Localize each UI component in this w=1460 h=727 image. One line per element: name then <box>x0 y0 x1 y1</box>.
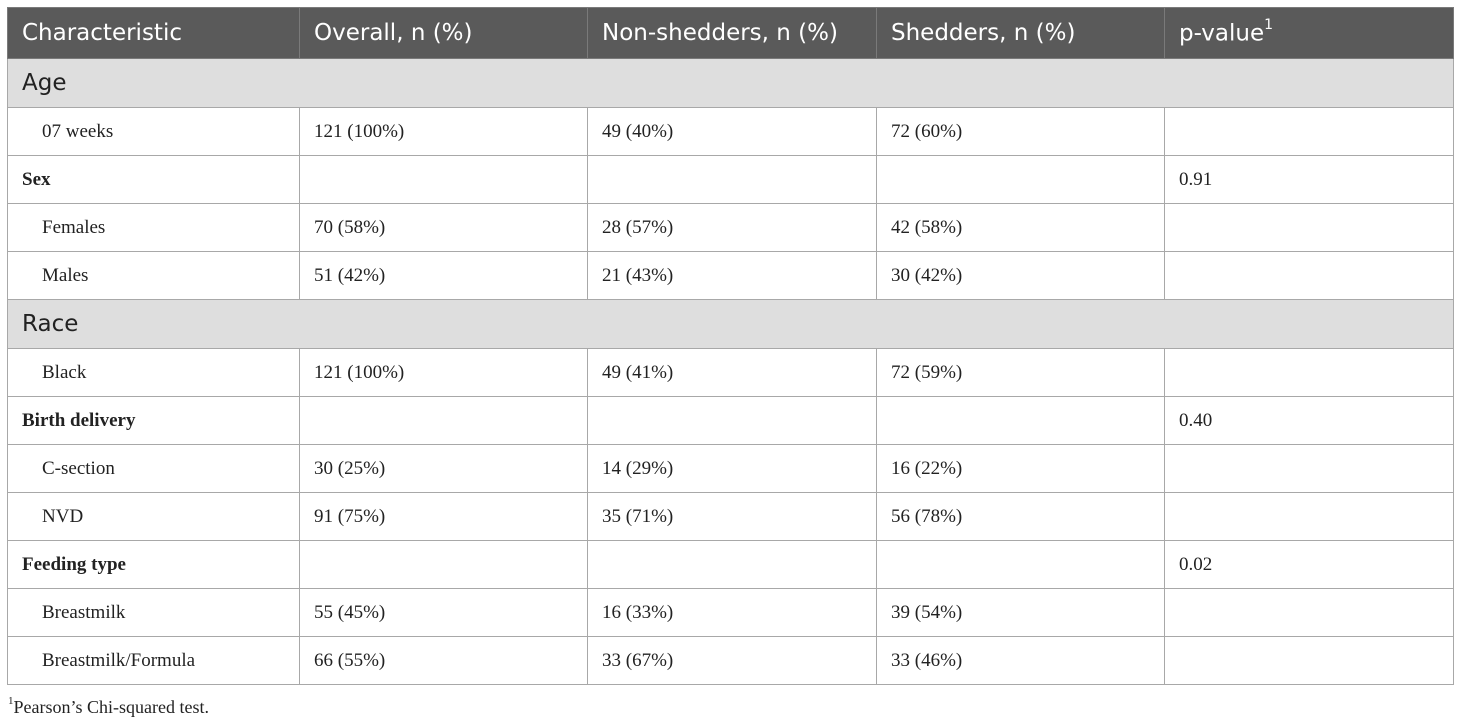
row-label-cell: NVD <box>7 492 300 541</box>
table-cell <box>1164 636 1454 685</box>
table-cell <box>587 540 877 589</box>
table-row: Feeding type 0.02 <box>7 540 1454 589</box>
table-cell: 49 (40%) <box>587 107 877 156</box>
table-cell <box>587 155 877 204</box>
group-header-cell: Age <box>7 58 1454 108</box>
column-header-non-shedders: Non-shedders, n (%) <box>587 7 877 59</box>
table-cell: 33 (67%) <box>587 636 877 685</box>
table-cell: 70 (58%) <box>299 203 588 252</box>
column-header-p-value: p-value1 <box>1164 7 1454 59</box>
table-cell: 14 (29%) <box>587 444 877 493</box>
group-header-cell: Race <box>7 299 1454 349</box>
table-row: Breastmilk 55 (45%) 16 (33%) 39 (54%) <box>7 588 1454 637</box>
table-cell: 0.40 <box>1164 396 1454 445</box>
table-cell <box>876 540 1165 589</box>
row-label-cell: Breastmilk <box>7 588 300 637</box>
table-cell <box>299 155 588 204</box>
table-cell: 72 (59%) <box>876 348 1165 397</box>
group-header-row: Race <box>7 299 1454 349</box>
table-body: Age 07 weeks 121 (100%) 49 (40%) 72 (60%) Sex… <box>7 58 1454 685</box>
table-row: Males 51 (42%) 21 (43%) 30 (42%) <box>7 251 1454 300</box>
table-cell: 16 (22%) <box>876 444 1165 493</box>
table-cell <box>299 396 588 445</box>
footnote-text: Pearson’s Chi-squared test. <box>13 697 209 717</box>
table-cell: 0.02 <box>1164 540 1454 589</box>
table-cell <box>299 540 588 589</box>
row-label-cell: 07 weeks <box>7 107 300 156</box>
column-header-characteristic: Characteristic <box>7 7 300 59</box>
row-label-cell: Females <box>7 203 300 252</box>
row-label-cell: Birth delivery <box>7 396 300 445</box>
table-cell: 30 (42%) <box>876 251 1165 300</box>
table-cell <box>1164 251 1454 300</box>
table-cell: 0.91 <box>1164 155 1454 204</box>
characteristics-table: Characteristic Overall, n (%) Non-shedde… <box>7 7 1454 685</box>
table-cell: 121 (100%) <box>299 107 588 156</box>
table-cell <box>876 396 1165 445</box>
table-row: NVD 91 (75%) 35 (71%) 56 (78%) <box>7 492 1454 541</box>
footnote-marker: 1 <box>1264 16 1274 33</box>
table-row: C-section 30 (25%) 14 (29%) 16 (22%) <box>7 444 1454 493</box>
p-value-label: p-value <box>1179 20 1265 47</box>
row-label-cell: C-section <box>7 444 300 493</box>
table-cell: 30 (25%) <box>299 444 588 493</box>
table-cell <box>1164 444 1454 493</box>
table-container: Characteristic Overall, n (%) Non-shedde… <box>7 7 1454 685</box>
row-label-cell: Feeding type <box>7 540 300 589</box>
table-header-row: Characteristic Overall, n (%) Non-shedde… <box>7 7 1454 59</box>
table-cell: 35 (71%) <box>587 492 877 541</box>
row-label-cell: Sex <box>7 155 300 204</box>
table-cell: 49 (41%) <box>587 348 877 397</box>
table-footnote: 1Pearson’s Chi-squared test. <box>8 695 209 718</box>
table-cell <box>1164 107 1454 156</box>
table-row: Black 121 (100%) 49 (41%) 72 (59%) <box>7 348 1454 397</box>
table-cell: 55 (45%) <box>299 588 588 637</box>
table-cell: 72 (60%) <box>876 107 1165 156</box>
footnote-number: 1 <box>8 695 14 707</box>
table-row: 07 weeks 121 (100%) 49 (40%) 72 (60%) <box>7 107 1454 156</box>
table-cell <box>876 155 1165 204</box>
table-cell: 66 (55%) <box>299 636 588 685</box>
table-cell: 33 (46%) <box>876 636 1165 685</box>
column-header-shedders: Shedders, n (%) <box>876 7 1165 59</box>
table-cell: 39 (54%) <box>876 588 1165 637</box>
table-cell: 21 (43%) <box>587 251 877 300</box>
table-cell: 91 (75%) <box>299 492 588 541</box>
table-cell: 16 (33%) <box>587 588 877 637</box>
table-cell: 121 (100%) <box>299 348 588 397</box>
table-row: Birth delivery 0.40 <box>7 396 1454 445</box>
table-cell <box>587 396 877 445</box>
table-cell: 56 (78%) <box>876 492 1165 541</box>
row-label-cell: Black <box>7 348 300 397</box>
table-row: Breastmilk/Formula 66 (55%) 33 (67%) 33 (46… <box>7 636 1454 685</box>
row-label-cell: Breastmilk/Formula <box>7 636 300 685</box>
row-label-cell: Males <box>7 251 300 300</box>
table-cell <box>1164 492 1454 541</box>
table-row: Females 70 (58%) 28 (57%) 42 (58%) <box>7 203 1454 252</box>
table-cell: 42 (58%) <box>876 203 1165 252</box>
table-cell <box>1164 588 1454 637</box>
group-header-row: Age <box>7 58 1454 108</box>
column-header-overall: Overall, n (%) <box>299 7 588 59</box>
table-row: Sex 0.91 <box>7 155 1454 204</box>
table-cell <box>1164 203 1454 252</box>
table-cell <box>1164 348 1454 397</box>
table-cell: 51 (42%) <box>299 251 588 300</box>
table-cell: 28 (57%) <box>587 203 877 252</box>
